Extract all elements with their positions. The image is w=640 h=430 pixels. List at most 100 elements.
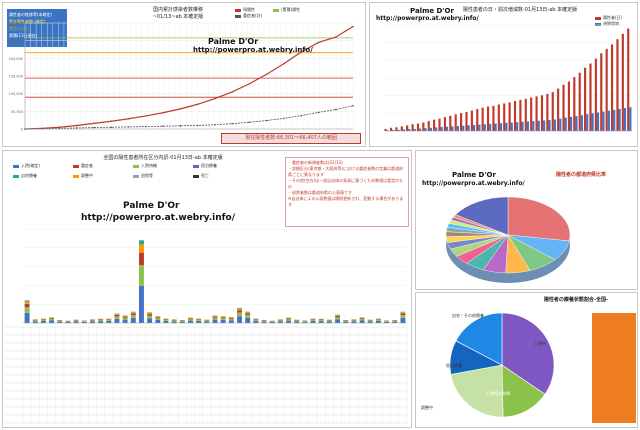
bar-segment — [130, 311, 136, 313]
bar-segment — [98, 319, 104, 321]
bar-segment — [277, 319, 283, 321]
bar-daily — [476, 109, 479, 131]
y-tick-label: 50,000 — [11, 110, 23, 114]
bar-daily — [557, 88, 560, 131]
bar-segment — [326, 320, 332, 322]
info-line-1: 陽性者の推移等(本確定) — [9, 12, 53, 17]
bar-segment — [359, 317, 365, 319]
bar-weekly — [526, 121, 530, 131]
bar-segment — [220, 317, 226, 319]
bar-weekly — [402, 129, 406, 131]
legend-item: 調整中 — [73, 173, 93, 179]
bar-daily — [470, 110, 473, 131]
bar-segment — [155, 319, 161, 323]
bar-segment — [106, 320, 112, 323]
bar-daily — [567, 81, 570, 131]
legend-label: 陽性者(日) — [603, 15, 623, 20]
bar-weekly — [451, 126, 454, 131]
bar-weekly — [570, 116, 573, 131]
bar-segment — [286, 319, 291, 321]
cumulative-chart-panel: 陽性者の推移等(本確定) 累計陽性者数:(確定) 累計(13日) 累積(13日現… — [2, 2, 366, 147]
data-point — [179, 125, 182, 127]
legend-label: 入院(確定) — [21, 163, 41, 168]
bar-segment — [228, 317, 234, 319]
bar-daily — [562, 84, 565, 131]
bar-segment — [286, 320, 291, 323]
bar-weekly — [456, 126, 459, 131]
bar-segment — [384, 321, 390, 323]
bar-segment — [359, 320, 365, 323]
bar-segment — [245, 315, 251, 318]
bar-segment — [277, 320, 283, 322]
bar-weekly — [429, 127, 432, 131]
bar-segment — [32, 321, 38, 323]
bar-segment — [65, 321, 71, 322]
note-line: ・退院者数は都道府県の公表値です — [288, 190, 352, 195]
prefecture-pie-chart — [445, 196, 571, 283]
bar-daily — [546, 93, 549, 131]
data-point — [334, 108, 337, 111]
legend-label: (累積)陽性 — [281, 7, 301, 12]
pref-notes: ・重症者の新規者数は(01/13) ・詳細区分(東京都・大阪府等)における重症者… — [285, 157, 409, 227]
bar-segment — [40, 319, 46, 320]
info-line-3: 累計(13日) — [9, 26, 30, 31]
bar-daily — [454, 114, 457, 131]
bar-daily — [406, 125, 409, 131]
bar-daily — [443, 117, 446, 131]
bar-weekly — [602, 111, 605, 131]
bar-weekly — [591, 113, 594, 131]
legend-item: 入院(確定) — [13, 163, 40, 169]
data-point — [127, 117, 130, 120]
bar-daily — [540, 95, 544, 131]
bar-weekly — [483, 124, 486, 131]
bar-daily — [433, 119, 436, 131]
bar-segment — [114, 318, 120, 323]
bar-daily — [551, 92, 554, 131]
bar-segment — [261, 321, 267, 323]
bar-segment — [269, 321, 275, 323]
data-point — [196, 103, 199, 106]
status-pie-chart — [449, 312, 555, 418]
note-line: ・その他(空白)は一部自治体の発表に基づくため数値は暫定のもの — [288, 178, 404, 189]
bar-segment — [49, 318, 55, 320]
bar-segment — [89, 319, 95, 321]
legend-item-1: 現陽性 — [235, 7, 255, 13]
bar-segment — [122, 315, 128, 317]
data-point — [300, 51, 303, 53]
bar-daily — [519, 99, 522, 131]
bar-segment — [106, 319, 112, 321]
watermark-url: http://powerpro.at.webry.info/ — [376, 15, 479, 22]
note-line: ・詳細区分(東京都・大阪府等)における重症者数の定義は都道府県ごとに異なります — [288, 166, 404, 177]
bar-segment — [400, 313, 406, 316]
bar-segment — [196, 319, 202, 320]
pie-slice — [455, 196, 509, 236]
bar-weekly — [629, 107, 632, 131]
bar-daily — [481, 107, 484, 131]
pie-slice — [507, 196, 571, 242]
bar-segment — [179, 321, 185, 323]
bar-segment — [359, 319, 365, 321]
bar-segment — [163, 320, 169, 323]
bar-segment — [375, 319, 381, 320]
bar-segment — [237, 307, 242, 309]
bar-segment — [310, 319, 316, 321]
bar-segment — [204, 321, 210, 323]
series-line-2 — [24, 105, 354, 130]
data-point — [214, 97, 216, 100]
bar-daily — [384, 128, 387, 131]
bar-daily — [486, 106, 490, 131]
bar-segment — [73, 320, 79, 321]
watermark-url: http://powerpro.at.webry.info/ — [422, 180, 525, 187]
bar-segment — [81, 321, 87, 323]
bar-weekly — [613, 109, 616, 131]
legend-item-2: (累積)陽性 — [273, 7, 300, 13]
data-point — [248, 82, 251, 85]
watermark-url: http://powerpro.at.webry.info/ — [81, 213, 236, 223]
bar-segment — [335, 317, 341, 320]
bar-weekly — [537, 120, 540, 131]
bar-weekly — [467, 125, 470, 131]
bar-segment — [130, 312, 136, 314]
bar-segment — [147, 312, 153, 315]
legend-label: 重症者(計) — [243, 13, 263, 18]
bar-segment — [89, 320, 95, 322]
